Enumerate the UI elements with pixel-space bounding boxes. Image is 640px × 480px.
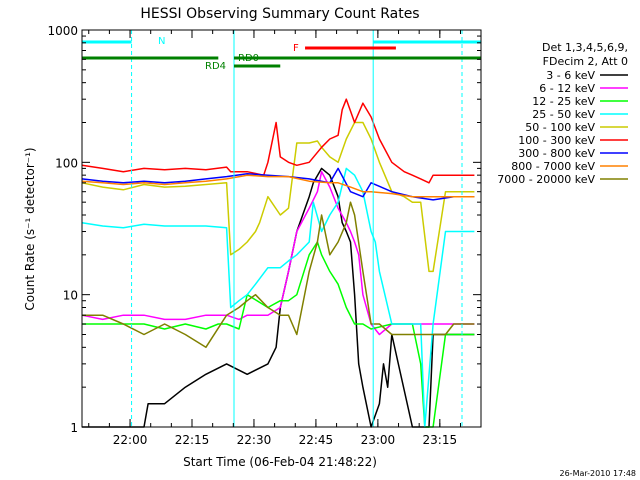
segment-label: N xyxy=(158,36,165,47)
x-tick-label: 23:00 xyxy=(361,433,396,447)
y-tick-label: 1 xyxy=(70,421,78,435)
y-axis: 1 10 100 1000 xyxy=(47,24,481,435)
series-line xyxy=(82,241,475,428)
segment-label: RD4 xyxy=(205,61,226,72)
segment-label: F xyxy=(293,43,299,54)
series-line xyxy=(81,167,475,201)
legend-label: 7000 - 20000 keV xyxy=(497,173,595,186)
x-tick-label: 22:30 xyxy=(237,433,272,447)
legend-label: 25 - 50 keV xyxy=(532,108,595,121)
x-axis-label: Start Time (06-Feb-04 21:48:22) xyxy=(183,455,377,469)
legend-label: 3 - 6 keV xyxy=(546,69,595,82)
y-axis-label: Count Rate (s⁻¹ detector⁻¹) xyxy=(23,147,37,310)
x-tick-label: 22:45 xyxy=(299,433,334,447)
series-layer xyxy=(81,98,475,428)
series-line xyxy=(81,121,475,273)
legend-label: 12 - 25 keV xyxy=(532,95,595,108)
legend-header-line2: FDecim 2, Att 0 xyxy=(543,55,628,68)
series-line xyxy=(81,98,475,184)
overlay-layer: N F RD0 RD4 xyxy=(82,30,481,427)
y-tick-label: 1000 xyxy=(47,24,78,38)
segment-label: RD0 xyxy=(238,53,259,64)
plot-frame xyxy=(81,29,482,428)
x-axis: 22:00 22:15 22:30 22:45 23:00 23:15 xyxy=(88,30,461,447)
legend-label: 100 - 300 keV xyxy=(518,134,595,147)
series-line xyxy=(81,167,475,428)
legend-label: 6 - 12 keV xyxy=(539,82,595,95)
legend-header-line1: Det 1,3,4,5,6,9, xyxy=(542,41,628,54)
legend-label: 300 - 800 keV xyxy=(518,147,595,160)
legend-label: 800 - 7000 keV xyxy=(511,160,595,173)
legend-label: 50 - 100 keV xyxy=(525,121,595,134)
series-line xyxy=(82,167,475,428)
y-tick-label: 100 xyxy=(55,156,78,170)
x-tick-label: 23:15 xyxy=(423,433,458,447)
series-line xyxy=(82,201,475,349)
series-line xyxy=(81,170,475,336)
timestamp: 26-Mar-2010 17:48 xyxy=(560,469,637,478)
legend: Det 1,3,4,5,6,9, FDecim 2, Att 0 3 - 6 k… xyxy=(497,41,628,186)
x-tick-label: 22:00 xyxy=(113,433,148,447)
chart-title: HESSI Observing Summary Count Rates xyxy=(140,6,419,22)
series-line xyxy=(81,174,475,198)
x-tick-label: 22:15 xyxy=(175,433,210,447)
y-tick-label: 10 xyxy=(63,289,78,303)
